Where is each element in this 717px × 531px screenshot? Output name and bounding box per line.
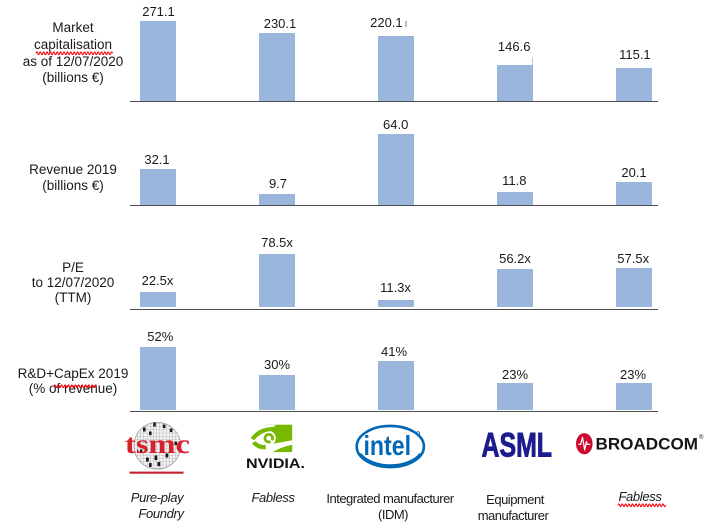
svg-text:intel: intel [364,430,412,461]
svg-text:BROADCOM: BROADCOM [596,435,699,454]
svg-text:®: ® [699,434,704,441]
svg-text:ASML: ASML [482,426,553,464]
svg-text:tsmc: tsmc [125,429,190,459]
svg-text:NVIDIA.: NVIDIA. [246,456,305,472]
